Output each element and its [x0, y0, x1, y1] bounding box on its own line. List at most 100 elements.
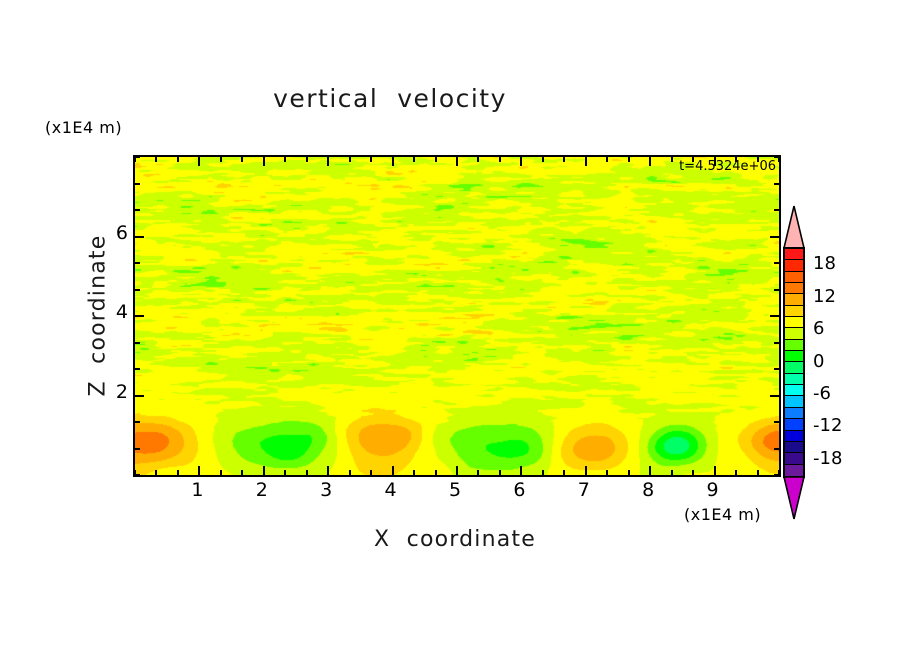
x-major-tick [520, 466, 523, 475]
x-major-tick-top [198, 157, 201, 166]
colorbar-bands [783, 247, 805, 478]
x-major-tick-top [456, 157, 458, 166]
y-minor-tick-right [774, 288, 779, 291]
colorbar-band [785, 351, 803, 363]
x-tick-label: 4 [384, 479, 397, 501]
colorbar-band [785, 249, 803, 261]
y-minor-tick [135, 288, 140, 291]
x-minor-tick [241, 470, 244, 475]
colorbar-under-arrow-icon [783, 476, 805, 520]
y-minor-tick [135, 368, 140, 370]
x-minor-tick-top [219, 157, 222, 162]
colorbar-band [785, 453, 803, 465]
x-minor-tick-top [498, 157, 501, 162]
x-minor-tick [305, 470, 308, 475]
x-minor-tick [477, 470, 480, 475]
x-axis-title: X coordinate [374, 527, 536, 552]
y-minor-tick [135, 447, 140, 450]
colorbar-band [785, 464, 803, 476]
y-minor-tick [135, 474, 140, 475]
y-major-tick-right [770, 235, 779, 238]
y-minor-tick [135, 341, 140, 344]
y-tick-label: 2 [115, 380, 128, 403]
x-major-tick-top [649, 157, 652, 166]
colorbar-band [785, 441, 803, 454]
x-major-tick-top [391, 157, 394, 166]
colorbar-band [785, 294, 803, 306]
y-tick-label: 4 [115, 301, 128, 323]
x-minor-tick [498, 470, 501, 475]
colorbar-band [785, 373, 803, 386]
colorbar-label: 12 [813, 285, 836, 307]
x-tick-label: 8 [642, 479, 655, 501]
x-minor-tick-top [370, 157, 373, 162]
x-minor-tick-top [305, 157, 308, 162]
x-minor-tick [434, 470, 437, 475]
y-minor-tick-right [774, 368, 779, 370]
x-minor-tick-top [348, 157, 351, 162]
x-minor-tick [735, 470, 738, 475]
x-minor-tick-top [670, 157, 673, 162]
x-major-tick-top [713, 157, 716, 166]
x-major-tick-top [327, 157, 330, 166]
x-minor-tick-top [176, 157, 179, 162]
colorbar-band [785, 283, 803, 295]
colorbar-band [785, 430, 803, 442]
y-minor-tick [135, 157, 140, 158]
colorbar-over-arrow-icon [783, 205, 805, 249]
colorbar-label: -18 [813, 447, 843, 469]
x-major-tick-top [584, 157, 587, 166]
x-minor-tick [606, 470, 609, 475]
x-minor-tick-top [155, 157, 158, 162]
x-major-tick [713, 466, 716, 475]
x-minor-tick [563, 470, 566, 475]
x-minor-tick-top [563, 157, 566, 162]
x-minor-tick-top [477, 157, 480, 162]
x-major-tick [198, 466, 201, 475]
plot-panel: t=4.5324e+06 [133, 155, 781, 477]
colorbar-band [785, 317, 803, 329]
colorbar-band [785, 339, 803, 352]
y-minor-tick-right [774, 474, 779, 475]
x-axis-unit-label: (x1E4 m) [684, 505, 762, 524]
x-minor-tick [219, 470, 222, 475]
colorbar-label: 18 [813, 253, 836, 275]
colorbar-band [785, 260, 803, 272]
x-minor-tick [176, 470, 179, 475]
y-minor-tick [135, 421, 140, 423]
x-minor-tick [756, 470, 759, 475]
x-minor-tick-top [692, 157, 695, 162]
y-major-tick [135, 235, 144, 238]
x-major-tick [456, 466, 458, 475]
x-major-tick [649, 466, 652, 475]
x-minor-tick [627, 470, 630, 475]
x-major-tick-top [262, 157, 265, 166]
y-minor-tick-right [774, 182, 779, 185]
x-minor-tick [135, 470, 136, 475]
y-major-tick-right [770, 394, 779, 397]
colorbar-band [785, 271, 803, 284]
colorbar-label: -6 [813, 382, 831, 404]
x-minor-tick-top [541, 157, 544, 162]
x-minor-tick-top [778, 157, 779, 162]
y-major-tick [135, 315, 144, 317]
x-tick-label: 5 [448, 479, 462, 501]
x-major-tick [584, 466, 587, 475]
x-tick-label: 6 [513, 479, 526, 501]
x-minor-tick [670, 470, 673, 475]
x-tick-label: 3 [320, 479, 333, 501]
x-minor-tick-top [413, 157, 416, 162]
timestamp-annotation: t=4.5324e+06 [679, 159, 776, 174]
x-major-tick [391, 466, 394, 475]
colorbar-band [785, 305, 803, 318]
page-title: vertical velocity [273, 84, 507, 113]
colorbar-band [785, 419, 803, 431]
x-major-tick [327, 466, 330, 475]
x-minor-tick [778, 470, 779, 475]
x-tick-label: 1 [191, 479, 204, 501]
x-tick-label: 9 [706, 479, 719, 501]
x-minor-tick [155, 470, 158, 475]
x-minor-tick-top [434, 157, 437, 162]
x-minor-tick-top [284, 157, 287, 162]
